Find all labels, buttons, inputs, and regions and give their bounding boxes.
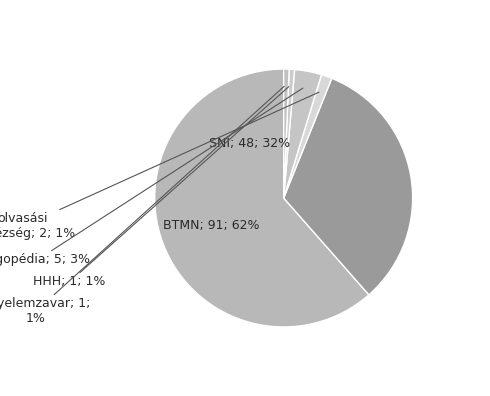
Text: BTMN; 91; 62%: BTMN; 91; 62%: [163, 219, 260, 232]
Wedge shape: [284, 70, 321, 198]
Text: SNI; 48; 32%: SNI; 48; 32%: [209, 137, 290, 150]
Wedge shape: [284, 69, 294, 198]
Wedge shape: [284, 75, 332, 198]
Text: olvasási
nehézség; 2; 1%: olvasási nehézség; 2; 1%: [0, 92, 319, 240]
Text: logopédia; 5; 3%: logopédia; 5; 3%: [0, 88, 303, 267]
Wedge shape: [284, 69, 289, 198]
Wedge shape: [155, 69, 369, 327]
Text: HHH; 1; 1%: HHH; 1; 1%: [33, 87, 289, 288]
Wedge shape: [284, 78, 413, 295]
Text: figyelemzavar; 1;
1%: figyelemzavar; 1; 1%: [0, 86, 284, 326]
